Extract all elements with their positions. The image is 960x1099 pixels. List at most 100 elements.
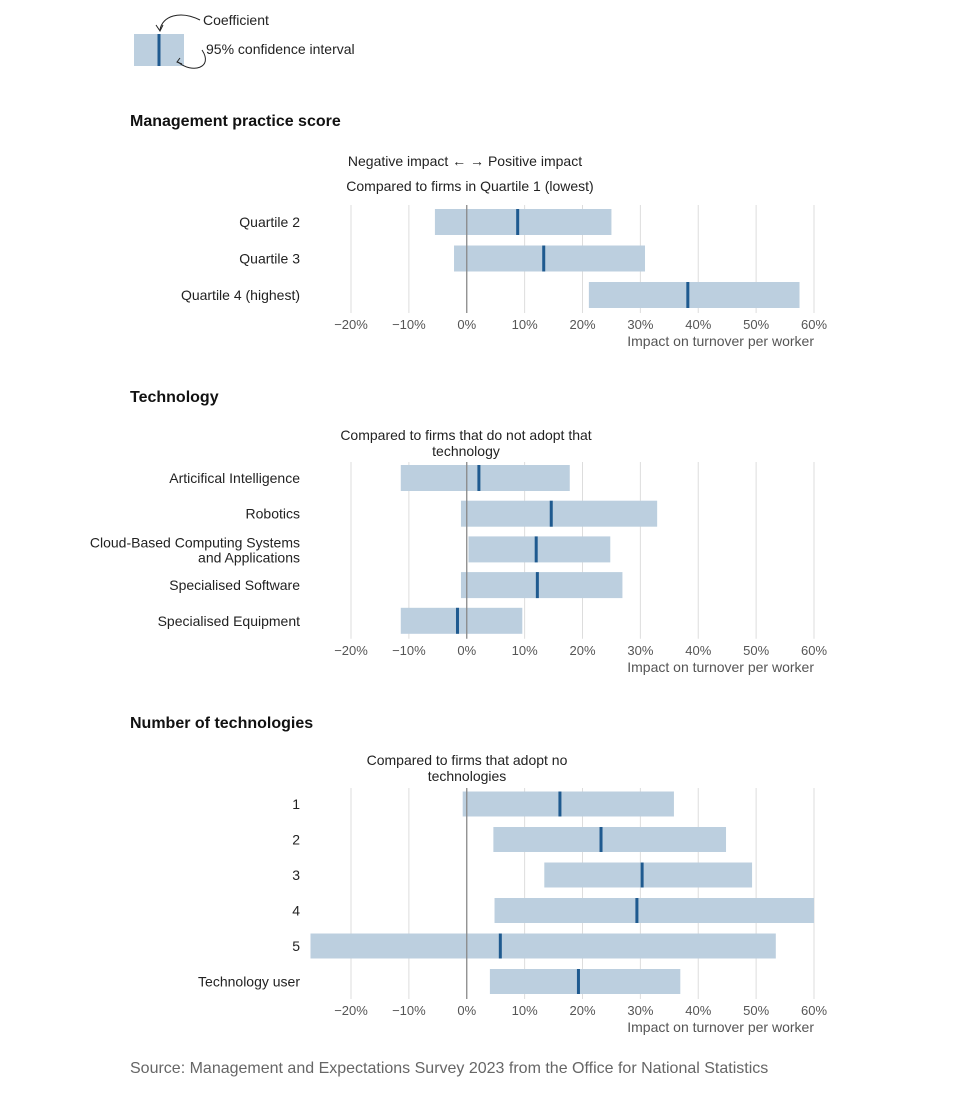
x-tick-label: 0% [457,1003,476,1018]
x-axis-label: Impact on turnover per worker [627,1019,814,1035]
forest-plot-number-of-technologies: 1 2 3 4 5 Technology user −20% −10% 0% 10% 20% 30% 4… [198,788,827,1035]
confidence-interval-bar [310,933,776,959]
row: Specialised Software [169,572,623,599]
x-tick-label: 60% [801,643,827,658]
x-tick-label: 50% [743,1003,769,1018]
x-tick-label: −20% [334,1003,368,1018]
panel-subtitle: Compared to firms in Quartile 1 (lowest) [346,178,594,194]
coefficient-marker [640,862,644,888]
x-axis-label: Impact on turnover per worker [627,333,814,349]
x-tick-label: 60% [801,1003,827,1018]
x-axis-label: Impact on turnover per worker [627,659,814,675]
x-tick-label: −10% [392,643,426,658]
row: 3 [292,862,753,888]
row-label: Articifical Intelligence [169,470,300,486]
legend-ci-label: 95% confidence interval [206,41,355,57]
row-label: Specialised Equipment [158,613,301,629]
coefficient-marker [599,827,603,852]
confidence-interval-bar [493,827,727,852]
row: Articifical Intelligence [169,465,570,491]
confidence-interval-bar [400,465,570,491]
coefficient-marker [534,536,538,563]
panel-title: Number of technologies [130,715,314,732]
direction-label: Negative impact ← → Positive impact [347,153,583,169]
coefficient-marker [498,933,502,959]
panel-title: Management practice score [130,113,341,130]
row: 4 [292,898,814,923]
x-tick-label: 10% [512,317,538,332]
x-tick-label: 30% [627,643,653,658]
confidence-interval-bar [468,536,611,563]
panel-subtitle: Compared to firms that adopt no technolo… [366,752,568,784]
row-label: Robotics [246,506,300,522]
coefficient-marker [455,607,459,634]
row-label-line: Cloud-Based Computing Systems [90,534,300,550]
row: Quartile 4 (highest) [181,282,800,308]
legend-arrow-interval [177,49,206,69]
confidence-interval-bar [454,245,646,272]
x-tick-label: 0% [457,317,476,332]
coefficient-marker [686,282,690,308]
confidence-interval-bar [588,282,800,308]
coefficient-marker [542,245,546,272]
confidence-interval-bar [460,572,623,599]
x-tick-label: 60% [801,317,827,332]
row-label: 4 [292,903,300,919]
legend: Coefficient 95% confidence interval [130,8,430,78]
row-label-line: and Applications [198,549,300,565]
row-label: Technology user [198,974,300,990]
coefficient-marker [535,572,539,599]
source-note: Source: Management and Expectations Surv… [130,1060,769,1077]
row-label: 2 [292,832,300,848]
row-label: Quartile 3 [239,251,300,267]
x-tick-label: −10% [392,317,426,332]
x-tick-label: −20% [334,643,368,658]
row-label: Cloud-Based Computing Systems and Applica… [90,534,300,565]
forest-plot-management: Quartile 2 Quartile 3 Quartile 4 (highest)… [181,205,827,349]
coefficient-marker [516,209,520,235]
x-tick-label: 50% [743,317,769,332]
row: Technology user [198,969,681,994]
legend-arrowhead-interval [176,57,183,65]
x-tick-label: 10% [512,643,538,658]
row-label: Quartile 4 (highest) [181,287,300,303]
confidence-interval-bar [434,209,612,235]
row: 2 [292,827,727,852]
confidence-interval-bar [462,791,674,817]
coefficient-marker [558,791,562,817]
row-label: 1 [292,796,300,812]
x-tick-label: 20% [569,1003,595,1018]
row: Robotics [246,500,658,527]
x-tick-label: 30% [627,317,653,332]
x-tick-label: 50% [743,643,769,658]
coefficient-marker [635,898,639,923]
forest-plot-technology: Articifical Intelligence Robotics Cloud-Ba… [90,462,827,675]
row: 1 [292,791,674,817]
row: 5 [292,933,776,959]
x-tick-label: 20% [569,317,595,332]
x-tick-label: 30% [627,1003,653,1018]
confidence-interval-bar [544,862,753,888]
confidence-interval-bar [460,500,658,527]
confidence-interval-bar [400,607,523,634]
confidence-interval-bar [489,969,681,994]
row-label: Specialised Software [169,577,300,593]
coefficient-marker [576,969,580,994]
x-tick-label: 40% [685,643,711,658]
coefficient-marker [477,465,481,491]
x-tick-label: 40% [685,1003,711,1018]
row: Quartile 2 [239,209,612,235]
row-label: 5 [292,938,300,954]
x-tick-label: 0% [457,643,476,658]
panel-title: Technology [130,389,219,406]
row: Specialised Equipment [158,607,523,634]
legend-graphic [134,14,206,69]
row-label: 3 [292,867,300,883]
row: Quartile 3 [239,245,646,272]
x-tick-label: 20% [569,643,595,658]
x-tick-label: −20% [334,317,368,332]
legend-arrowhead-coefficient [155,24,164,32]
row: Cloud-Based Computing Systems and Applica… [90,534,611,565]
coefficient-marker [549,500,553,527]
row-label: Quartile 2 [239,214,300,230]
